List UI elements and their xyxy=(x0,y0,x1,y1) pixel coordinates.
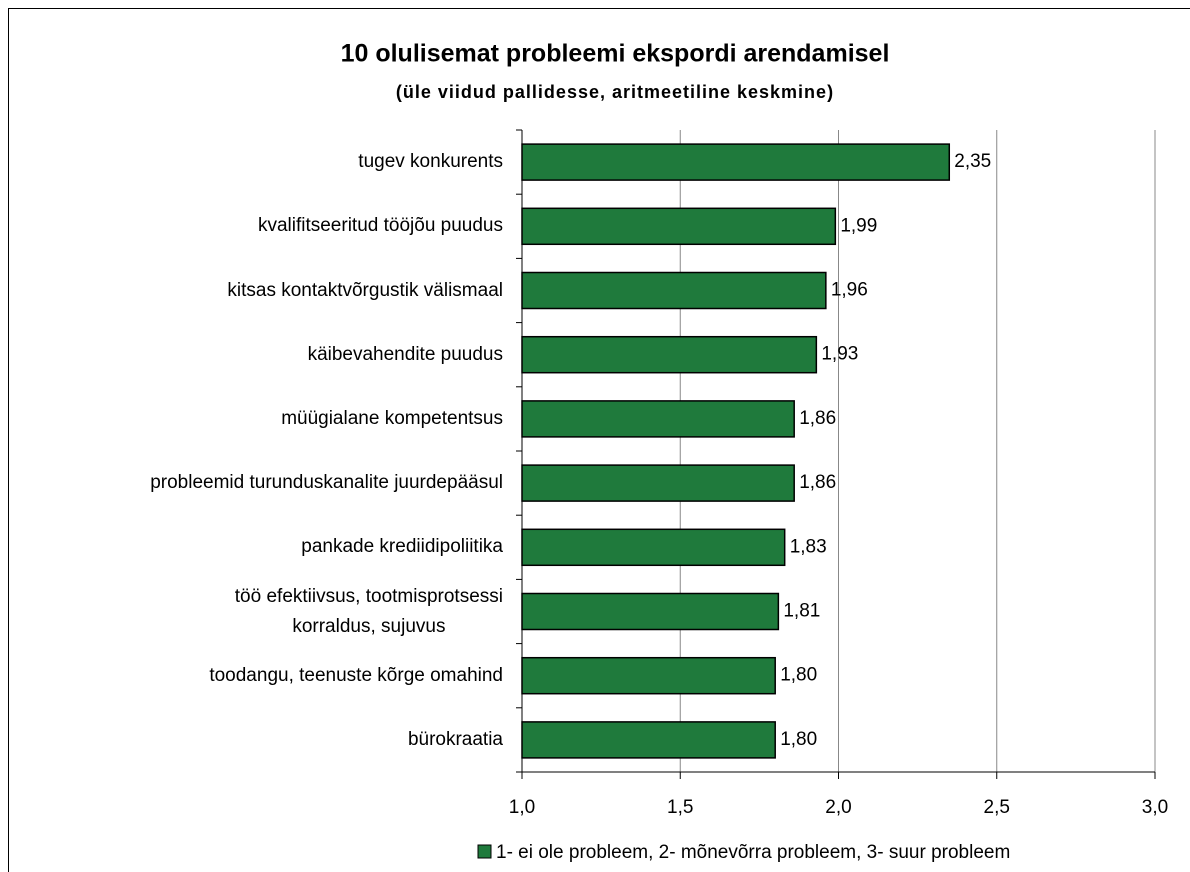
chart-subtitle: (üle viidud pallidesse, aritmeetiline ke… xyxy=(396,82,834,102)
x-tick-label: 2,5 xyxy=(984,797,1010,818)
data-label: 1,80 xyxy=(780,729,817,750)
x-tick-label: 3,0 xyxy=(1142,797,1168,818)
y-tick-label: kitsas kontaktvõrgustik välismaal xyxy=(227,279,503,301)
y-tick-label: pankade krediidipoliitika xyxy=(301,536,503,558)
y-tick-label: müügialane kompetentsus xyxy=(281,407,503,429)
data-label: 1,93 xyxy=(821,344,858,365)
data-label: 1,86 xyxy=(799,408,836,429)
data-label: 1,80 xyxy=(780,665,817,686)
bar xyxy=(521,400,795,438)
y-tick-label: tugev konkurents xyxy=(358,151,503,173)
data-label: 1,86 xyxy=(799,472,836,493)
legend-label: 1- ei ole probleem, 2- mõnevõrra problee… xyxy=(496,842,1010,863)
y-tick-label: töö efektiivsus, tootmisprotsessi korral… xyxy=(234,585,503,637)
data-label: 1,96 xyxy=(831,280,868,301)
x-tick-label: 2,0 xyxy=(825,797,851,818)
y-tick-label: käibevahendite puudus xyxy=(307,343,503,365)
data-label: 1,81 xyxy=(783,601,820,622)
bar xyxy=(521,656,776,695)
data-label: 2,35 xyxy=(954,151,991,172)
y-tick-label: toodangu, teenuste kõrge omahind xyxy=(209,664,503,686)
bar xyxy=(521,464,795,502)
data-label: 1,83 xyxy=(790,536,827,557)
bar xyxy=(521,592,780,631)
bar xyxy=(521,207,837,246)
x-tick-label: 1,5 xyxy=(667,797,693,818)
chart-title: 10 olulisemat probleemi ekspordi arendam… xyxy=(341,40,890,68)
bar xyxy=(521,271,827,310)
y-tick-label: kvalifitseeritud tööjõu puudus xyxy=(257,215,503,237)
y-tick-label: probleemid turunduskanalite juurdepääsul xyxy=(150,472,503,494)
data-label: 1,99 xyxy=(840,215,877,236)
bar xyxy=(521,528,786,567)
bar xyxy=(521,143,951,181)
x-tick-label: 1,0 xyxy=(509,797,535,818)
bar xyxy=(521,335,818,374)
y-tick-label: bürokraatia xyxy=(407,728,503,750)
legend-swatch xyxy=(477,844,492,859)
bar xyxy=(521,721,776,759)
